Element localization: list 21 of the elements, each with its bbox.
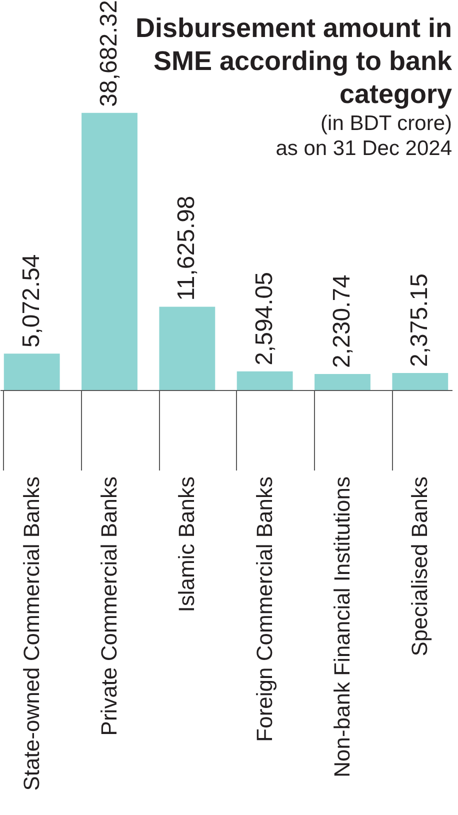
chart-subtitle: (in BDT crore)	[320, 112, 452, 136]
annotation: as on 31 Dec 2024	[276, 137, 452, 160]
bar	[236, 371, 293, 390]
bar	[314, 374, 370, 390]
data-label: 2,594.05	[250, 272, 278, 366]
bar	[4, 354, 60, 390]
chart-title: Disbursement amount in SME according to bank category	[135, 13, 453, 110]
x-tick-label: Specialised Banks	[407, 476, 432, 656]
data-label: 38,682.32	[96, 0, 123, 107]
x-tick-label: State-owned Commercial Banks	[18, 476, 44, 791]
x-tick-label: Private Commercial Banks	[96, 476, 122, 736]
bar	[82, 112, 138, 390]
data-label: 2,230.74	[328, 274, 356, 368]
x-tick-label: Foreign Commercial Banks	[252, 476, 277, 742]
data-label: 5,072.54	[18, 254, 45, 348]
bar	[159, 306, 216, 390]
bar	[392, 372, 448, 390]
data-label: 11,625.98	[173, 196, 200, 301]
x-tick-label: Non-bank Financial Institutions	[329, 476, 354, 778]
data-label: 2,375.15	[406, 274, 434, 367]
x-tick-label: Islamic Banks	[174, 476, 200, 612]
